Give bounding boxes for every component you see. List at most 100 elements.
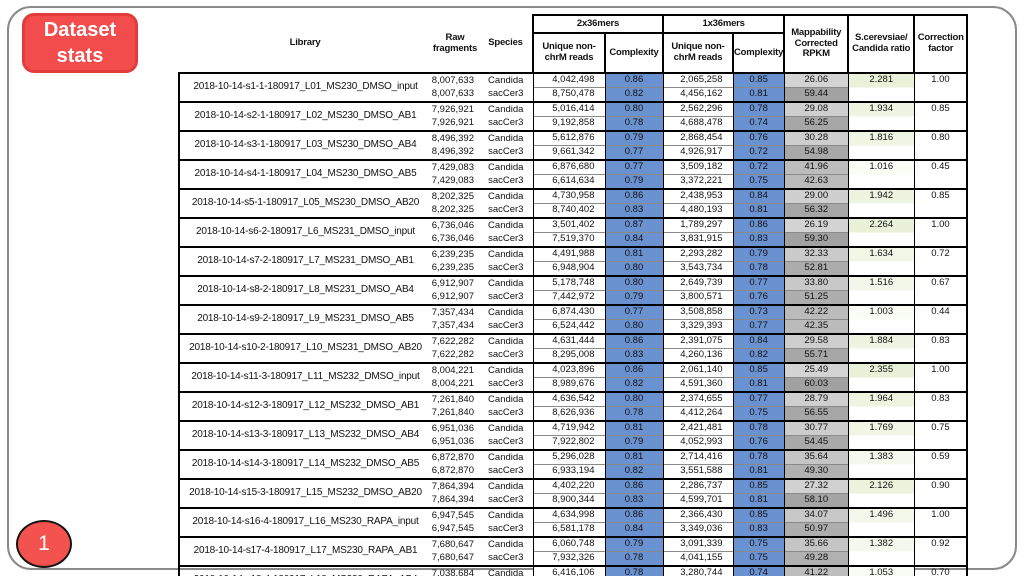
table-row: 8,496,392 sacCer3 9,661,342 0.77 4,926,917 0.…	[179, 145, 967, 160]
cell-correction-factor: 0.72	[913, 246, 969, 276]
cell-complexity-1x: 0.81	[732, 203, 785, 218]
cell-unique-reads-1x: 4,599,701	[662, 493, 734, 508]
cell-complexity-2x: 0.86	[604, 507, 664, 523]
cell-rpkm: 56.55	[783, 406, 849, 421]
cell-rpkm: 41.96	[783, 159, 849, 175]
cell-species: Candida	[479, 246, 533, 262]
table-body: 2018-10-14-s1-1-180917_L01_MS230_DMSO_in…	[178, 72, 969, 576]
cell-complexity-1x: 0.83	[732, 232, 785, 247]
cell-complexity-1x: 0.76	[732, 290, 785, 305]
cell-unique-reads-1x: 2,293,282	[662, 246, 734, 262]
cell-complexity-1x: 0.81	[732, 87, 785, 102]
cell-raw-fragments: 8,202,325	[431, 188, 479, 204]
cell-species: Candida	[479, 449, 533, 465]
cell-species: Candida	[479, 333, 533, 349]
cell-rpkm: 58.10	[783, 493, 849, 508]
cell-species: sacCer3	[488, 320, 524, 331]
cell-raw-fragments: 7,622,282	[431, 349, 474, 360]
cell-species: Candida	[479, 275, 533, 291]
cell-correction-factor: 0.67	[913, 275, 969, 305]
cell-unique-reads-1x: 2,421,481	[662, 420, 734, 436]
cell-complexity-1x: 0.72	[732, 159, 785, 175]
table-row: 8,202,325 sacCer3 8,740,402 0.83 4,480,193 0.…	[179, 203, 967, 218]
table-row: 7,261,840 sacCer3 8,626,936 0.78 4,412,264 0.…	[179, 406, 967, 421]
cell-complexity-1x: 0.74	[732, 116, 785, 131]
header-unique-reads-1x: Unique non-chrM reads	[662, 32, 734, 74]
header-ratio: S.cerevsiae/ Candida ratio	[847, 14, 916, 74]
cell-unique-reads-1x: 3,329,393	[662, 319, 734, 334]
dataset-stats-table: Library Raw fragments Species 2x36mers 1…	[178, 14, 969, 576]
cell-complexity-1x: 0.85	[732, 478, 785, 494]
cell-unique-reads-1x: 3,509,182	[662, 159, 734, 175]
cell-library: 2018-10-14-s17-4-180917_L17_MS230_RAPA_A…	[178, 536, 431, 566]
cell-unique-reads-1x: 2,391,075	[662, 333, 734, 349]
table-row: 6,872,870 sacCer3 6,933,194 0.82 3,551,588 0.…	[179, 464, 967, 479]
cell-unique-reads-1x: 4,688,478	[662, 116, 734, 131]
cell-unique-reads-2x: 7,519,370	[532, 232, 606, 247]
cell-unique-reads-2x: 5,296,028	[532, 449, 606, 465]
cell-rpkm: 42.35	[783, 319, 849, 334]
cell-ratio: 1.016	[847, 159, 915, 189]
table-row: 2018-10-14-s11-3-180917_L11_MS232_DMSO_i…	[178, 362, 969, 392]
table-row: 2018-10-14-s2-1-180917_L02_MS230_DMSO_AB…	[178, 101, 969, 131]
cell-ratio: 2.126	[847, 478, 915, 508]
cell-complexity-1x: 0.76	[732, 130, 785, 146]
cell-raw-fragments: 6,872,870	[431, 465, 474, 476]
cell-rpkm: 29.08	[783, 101, 849, 117]
cell-unique-reads-2x: 4,023,896	[532, 362, 606, 378]
cell-species: sacCer3	[488, 175, 524, 186]
cell-ratio: 1.383	[847, 449, 915, 479]
cell-unique-reads-1x: 2,374,655	[662, 391, 734, 407]
cell-ratio: 1.816	[847, 130, 915, 160]
header-group-2x36mers: 2x36mers	[532, 14, 664, 34]
cell-correction-factor: 0.59	[913, 449, 969, 479]
cell-rpkm: 59.44	[783, 87, 849, 102]
cell-unique-reads-1x: 3,372,221	[662, 174, 734, 189]
cell-library: 2018-10-14-s18-4-180917_L18_MS230_RAPA_A…	[178, 565, 431, 576]
cell-rpkm: 35.64	[783, 449, 849, 465]
cell-complexity-1x: 0.79	[732, 246, 785, 262]
cell-unique-reads-2x: 4,631,444	[532, 333, 606, 349]
cell-rpkm: 54.45	[783, 435, 849, 450]
cell-unique-reads-2x: 4,042,498	[532, 72, 606, 88]
cell-unique-reads-2x: 4,719,942	[532, 420, 606, 436]
table-row: 7,926,921 sacCer3 9,192,858 0.78 4,688,478 0.…	[179, 116, 967, 131]
table-row: 6,947,545 sacCer3 6,581,178 0.84 3,349,036 0.…	[179, 522, 967, 537]
cell-library: 2018-10-14-s2-1-180917_L02_MS230_DMSO_AB…	[178, 101, 431, 131]
cell-rpkm: 50.97	[783, 522, 849, 537]
cell-ratio: 1.934	[847, 101, 915, 131]
header-raw-fragments: Raw fragments	[431, 15, 479, 73]
cell-rpkm: 29.00	[783, 188, 849, 204]
table-row: 6,951,036 sacCer3 7,922,802 0.79 4,052,993 0.…	[179, 435, 967, 450]
cell-complexity-1x: 0.78	[732, 420, 785, 436]
cell-unique-reads-2x: 7,442,972	[532, 290, 606, 305]
cell-complexity-2x: 0.80	[604, 319, 664, 334]
cell-raw-fragments: 6,912,907	[431, 275, 479, 291]
cell-ratio: 1.964	[847, 391, 915, 421]
cell-raw-fragments: 7,926,921	[431, 101, 479, 117]
cell-unique-reads-2x: 6,948,904	[532, 261, 606, 276]
cell-raw-fragments: 6,912,907	[431, 291, 474, 302]
cell-raw-fragments: 6,951,036	[431, 436, 474, 447]
cell-species: sacCer3	[488, 436, 524, 447]
cell-raw-fragments: 6,947,545	[431, 523, 474, 534]
table-row: 2018-10-14-s1-1-180917_L01_MS230_DMSO_in…	[178, 72, 969, 102]
cell-rpkm: 28.79	[783, 391, 849, 407]
cell-correction-factor: 0.85	[913, 101, 969, 131]
cell-raw-fragments: 7,357,434	[431, 320, 474, 331]
cell-raw-fragments: 7,357,434	[431, 304, 479, 320]
table-row: 2018-10-14-s3-1-180917_L03_MS230_DMSO_AB…	[178, 130, 969, 160]
cell-ratio: 1.516	[847, 275, 915, 305]
cell-library: 2018-10-14-s13-3-180917_L13_MS232_DMSO_A…	[178, 420, 431, 450]
cell-unique-reads-2x: 8,740,402	[532, 203, 606, 218]
cell-species: sacCer3	[488, 407, 524, 418]
cell-unique-reads-1x: 2,868,454	[662, 130, 734, 146]
cell-unique-reads-1x: 4,412,264	[662, 406, 734, 421]
cell-unique-reads-2x: 3,501,402	[532, 217, 606, 233]
cell-complexity-2x: 0.79	[604, 435, 664, 450]
cell-ratio: 1.942	[847, 188, 915, 218]
cell-species: Candida	[479, 101, 533, 117]
dataset-stats-badge: Dataset stats	[22, 13, 138, 73]
cell-raw-fragments: 6,239,235	[431, 262, 474, 273]
cell-complexity-1x: 0.84	[732, 333, 785, 349]
